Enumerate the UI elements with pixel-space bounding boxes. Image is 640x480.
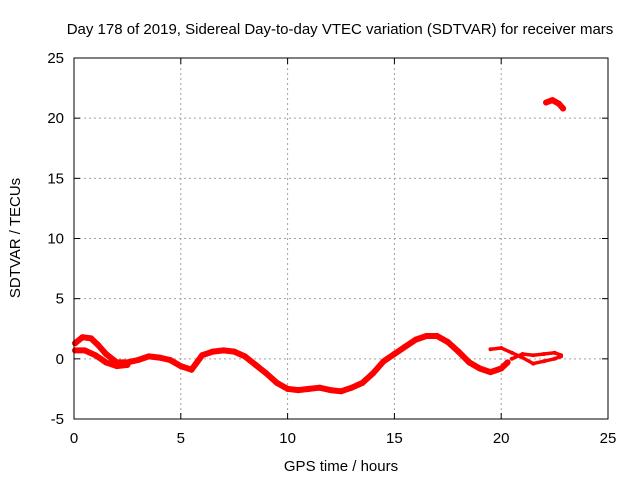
- y-tick-label: 15: [47, 170, 64, 187]
- data-point: [476, 365, 483, 372]
- data-point: [543, 99, 550, 106]
- data-point: [348, 384, 355, 391]
- data-point: [498, 365, 505, 372]
- data-point: [113, 363, 120, 370]
- data-point: [327, 387, 334, 394]
- x-tick-labels: 0 5 10 15 20 25: [70, 430, 617, 447]
- data-point: [531, 361, 536, 366]
- data-point: [252, 361, 259, 368]
- data-point: [380, 358, 387, 365]
- data-series: [72, 97, 567, 395]
- data-point: [338, 388, 344, 395]
- data-point: [559, 353, 563, 358]
- data-point: [509, 356, 514, 361]
- data-point: [487, 369, 494, 376]
- data-point: [177, 363, 184, 370]
- x-tick-label: 25: [600, 430, 617, 447]
- data-point: [359, 379, 366, 386]
- data-point: [94, 341, 101, 348]
- data-point: [72, 340, 79, 347]
- data-point: [188, 366, 195, 373]
- data-point: [555, 100, 562, 107]
- data-point: [509, 350, 514, 355]
- y-tick-label: 10: [47, 231, 64, 248]
- data-point: [156, 354, 163, 361]
- y-tick-labels: -5 0 5 10 15 20 25: [47, 50, 64, 428]
- data-point: [316, 384, 323, 391]
- data-point: [541, 352, 546, 356]
- data-point: [402, 343, 409, 350]
- data-point: [552, 356, 557, 361]
- data-point: [306, 385, 312, 392]
- data-point: [263, 370, 270, 377]
- data-point: [231, 348, 238, 355]
- data-point: [220, 347, 227, 354]
- data-point: [531, 353, 536, 358]
- data-point: [423, 333, 430, 339]
- y-axis-label: SDTVAR / TECUs: [7, 178, 24, 298]
- data-point: [199, 352, 206, 359]
- data-point: [135, 357, 142, 363]
- data-point: [391, 351, 398, 357]
- data-point: [88, 335, 95, 342]
- data-point: [434, 333, 441, 339]
- data-point: [284, 385, 291, 392]
- data-point: [273, 379, 280, 386]
- data-point: [541, 359, 546, 364]
- data-point: [549, 97, 556, 104]
- data-point: [241, 353, 248, 360]
- series-outlier-segment: [543, 97, 567, 112]
- data-point: [370, 370, 376, 377]
- data-point: [167, 357, 174, 363]
- data-point: [412, 336, 419, 343]
- data-point: [209, 348, 216, 355]
- data-point: [455, 348, 462, 355]
- data-point: [103, 359, 109, 366]
- y-tick-label: 5: [56, 291, 64, 308]
- chart-title: Day 178 of 2019, Sidereal Day-to-day VTE…: [67, 21, 614, 38]
- data-point: [444, 339, 451, 345]
- axis-ticks: [73, 57, 609, 420]
- y-tick-label: 20: [47, 110, 64, 127]
- x-tick-label: 0: [70, 430, 78, 447]
- data-point: [103, 351, 109, 357]
- data-point: [72, 347, 79, 354]
- data-point: [560, 105, 567, 112]
- y-tick-label: 0: [56, 351, 64, 368]
- data-point: [295, 387, 302, 394]
- data-point: [552, 350, 557, 355]
- data-point: [466, 359, 473, 366]
- data-point: [79, 334, 86, 341]
- data-point: [488, 347, 493, 352]
- data-point: [81, 347, 88, 354]
- data-point: [92, 352, 99, 359]
- x-tick-label: 15: [386, 430, 403, 447]
- x-axis-label: GPS time / hours: [284, 458, 398, 475]
- data-point: [145, 353, 152, 360]
- data-point: [124, 361, 131, 368]
- y-tick-label: 25: [47, 50, 64, 67]
- data-point: [499, 346, 504, 350]
- x-tick-label: 5: [177, 430, 185, 447]
- data-point: [520, 352, 525, 356]
- x-tick-label: 10: [279, 430, 296, 447]
- data-point: [520, 355, 525, 360]
- data-point: [504, 359, 511, 366]
- series-main-band: [72, 333, 511, 395]
- grid-lines: [74, 58, 608, 419]
- x-tick-label: 20: [493, 430, 510, 447]
- y-tick-label: -5: [51, 411, 64, 428]
